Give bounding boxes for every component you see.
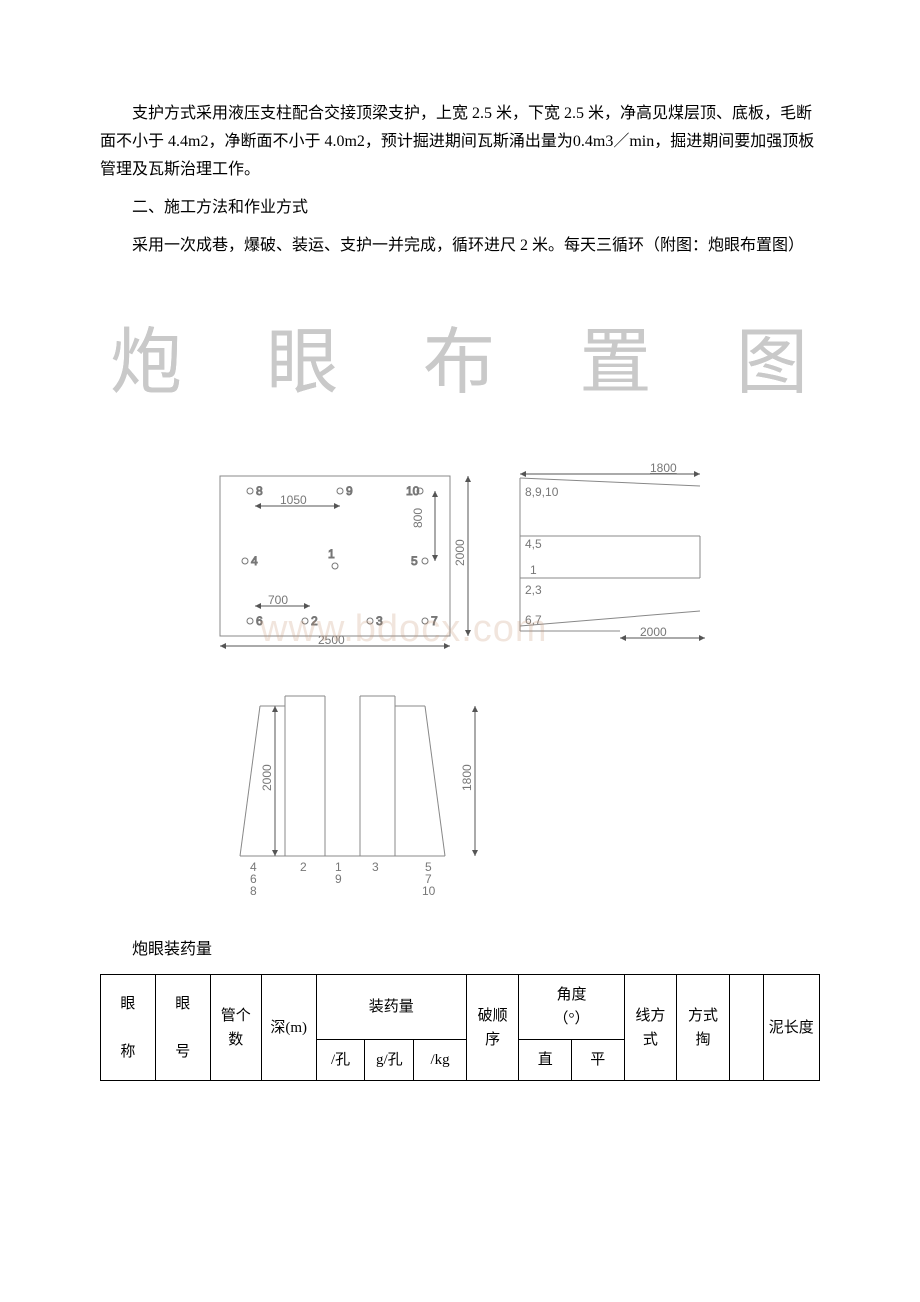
svg-text:9: 9 xyxy=(346,484,353,498)
col-tube-count: 管个数 xyxy=(210,975,261,1081)
dim-1050: 1050 xyxy=(280,493,307,507)
svg-text:10: 10 xyxy=(406,484,420,498)
col-mud-length: 泥长度 xyxy=(763,975,819,1081)
section-heading-2: 二、施工方法和作业方式 xyxy=(100,194,820,222)
col-eye-number: 眼 号 xyxy=(155,975,210,1081)
svg-text:3: 3 xyxy=(376,614,383,628)
subcol-per-hole: /孔 xyxy=(316,1040,365,1081)
title-char-5: 图 xyxy=(736,300,810,426)
row-label-67: 6,7 xyxy=(525,613,542,627)
title-char-3: 布 xyxy=(423,300,497,426)
svg-text:8: 8 xyxy=(256,484,263,498)
title-char-2: 眼 xyxy=(266,300,340,426)
col-depth: 深(m) xyxy=(261,975,316,1081)
col-blast-order: 破顺序 xyxy=(466,975,519,1081)
row-label-1: 1 xyxy=(530,563,537,577)
dim-800: 800 xyxy=(411,508,425,528)
dim-2500: 2500 xyxy=(318,633,345,647)
blast-hole-diagram: www.bdocx.com 8 9 10 4 1 5 6 2 3 xyxy=(200,456,720,906)
charge-amount-label: 炮眼装药量 xyxy=(100,936,820,964)
svg-text:7: 7 xyxy=(431,614,438,628)
row-label-45: 4,5 xyxy=(525,537,542,551)
paragraph-support-method: 支护方式采用液压支柱配合交接顶梁支护，上宽 2.5 米，下宽 2.5 米，净高见… xyxy=(100,100,820,184)
row-label-23: 2,3 xyxy=(525,583,542,597)
dim-2000-v: 2000 xyxy=(453,539,467,566)
svg-text:3: 3 xyxy=(372,860,379,874)
svg-text:9: 9 xyxy=(335,872,342,886)
diagram-svg: 8 9 10 4 1 5 6 2 3 7 1050 700 800 2500 xyxy=(200,456,720,896)
svg-text:5: 5 xyxy=(411,554,418,568)
dim-1800-br: 1800 xyxy=(460,764,474,791)
col-charge-group: 装药量 xyxy=(316,975,466,1040)
col-angle-group: 角度（°） xyxy=(519,975,624,1040)
subcol-kg: /kg xyxy=(414,1040,467,1081)
charge-amount-table: 眼 称 眼 号 管个数 深(m) 装药量 破顺序 角度（°） 线方式 方式掏 泥… xyxy=(100,974,820,1081)
title-char-4: 置 xyxy=(579,300,653,426)
col-line-method: 线方式 xyxy=(624,975,677,1081)
subcol-vertical: 直 xyxy=(519,1040,572,1081)
svg-text:2: 2 xyxy=(300,860,307,874)
svg-text:8: 8 xyxy=(250,884,257,896)
col-eye-name: 眼 称 xyxy=(101,975,156,1081)
subcol-horizontal: 平 xyxy=(572,1040,625,1081)
row-label-8910: 8,9,10 xyxy=(525,485,559,499)
col-blank xyxy=(729,975,763,1081)
svg-text:2: 2 xyxy=(311,614,318,628)
svg-text:6: 6 xyxy=(256,614,263,628)
dim-1800-top: 1800 xyxy=(650,461,677,475)
paragraph-construction-method: 采用一次成巷，爆破、装运、支护一并完成，循环进尺 2 米。每天三循环（附图：炮眼… xyxy=(100,232,820,260)
col-dig-method: 方式掏 xyxy=(677,975,730,1081)
svg-text:10: 10 xyxy=(422,884,436,896)
diagram-title: 炮 眼 布 置 图 xyxy=(100,300,820,426)
dim-2000-bl: 2000 xyxy=(260,764,274,791)
svg-text:1: 1 xyxy=(328,547,335,561)
table-header-row-1: 眼 称 眼 号 管个数 深(m) 装药量 破顺序 角度（°） 线方式 方式掏 泥… xyxy=(101,975,820,1040)
subcol-g-per-hole: g/孔 xyxy=(365,1040,414,1081)
dim-700: 700 xyxy=(268,593,288,607)
title-char-1: 炮 xyxy=(110,300,184,426)
dim-2000-r: 2000 xyxy=(640,625,667,639)
svg-text:4: 4 xyxy=(251,554,258,568)
